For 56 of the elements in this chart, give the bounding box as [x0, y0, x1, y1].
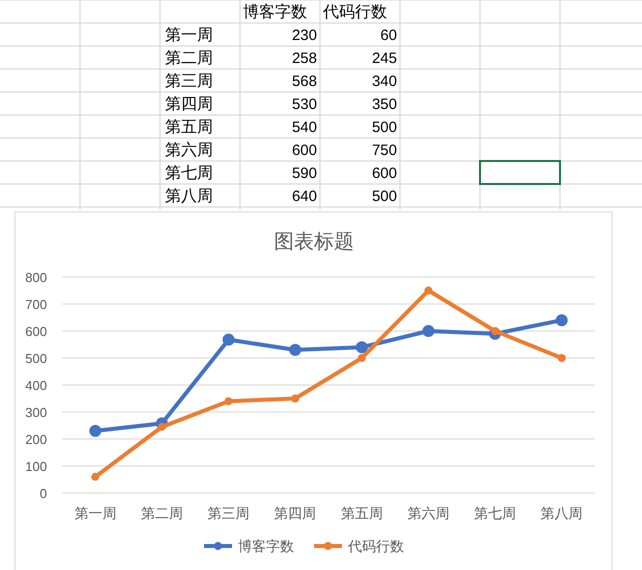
data-label: 500 — [372, 119, 397, 136]
y-tick-label: 第七周 — [165, 164, 213, 182]
y-tick-label: 200 — [25, 432, 47, 447]
data-label: 590 — [292, 165, 317, 182]
y-tick-label: 400 — [25, 378, 47, 393]
y-tick-label: 第一周 — [165, 27, 213, 44]
data-label: 258 — [292, 50, 317, 67]
y-tick-label: 600 — [25, 324, 47, 339]
point — [89, 424, 102, 437]
data-label: 350 — [372, 96, 397, 113]
data-label: 750 — [372, 142, 397, 159]
y-tick-label: 300 — [25, 405, 47, 420]
x-tick-label: 第二周 — [140, 505, 183, 521]
data-label: 600 — [292, 142, 317, 159]
point — [291, 394, 300, 402]
data-label: 500 — [372, 188, 397, 205]
x-tick-label: 第一周 — [74, 505, 116, 521]
chart-title: 图表标题 — [274, 231, 354, 253]
data-label: 540 — [292, 119, 317, 136]
y-tick-label: 700 — [25, 297, 47, 312]
y-tick-label: 800 — [25, 270, 47, 285]
data-label: 568 — [292, 73, 317, 90]
data-label: 245 — [372, 50, 397, 67]
x-tick-label: 第四周 — [274, 505, 316, 521]
data-label: 530 — [292, 96, 317, 113]
x-tick-label: 第七周 — [474, 505, 516, 521]
point — [556, 314, 568, 326]
y-tick-label: 100 — [25, 459, 47, 474]
point — [91, 472, 100, 481]
point — [358, 354, 366, 362]
y-tick-label: 第三周 — [165, 73, 213, 90]
y-tick-label: 第二周 — [165, 50, 213, 67]
point — [424, 286, 432, 294]
y-tick-label: 0 — [40, 486, 47, 501]
y-tick-label: 第四周 — [165, 96, 213, 113]
data-label: 640 — [292, 188, 317, 205]
y-tick-label: 第六周 — [165, 141, 213, 159]
x-tick-label: 第三周 — [208, 505, 250, 521]
x-tick-label: 第八周 — [540, 505, 583, 521]
legend-label: 代码行数 — [347, 538, 404, 554]
data-label: 600 — [372, 165, 397, 182]
point — [224, 397, 233, 406]
y-tick-label: 第五周 — [165, 119, 213, 136]
point — [422, 325, 434, 337]
data-label: 230 — [292, 27, 317, 44]
point — [289, 344, 302, 356]
data-label: 340 — [372, 73, 397, 90]
point — [356, 341, 368, 354]
x-tick-label: 第六周 — [407, 505, 450, 521]
data-label: 60 — [380, 27, 397, 44]
x-tick-label: 第五周 — [340, 505, 383, 521]
point — [558, 354, 566, 362]
y-tick-label: 第八周 — [165, 188, 213, 205]
point — [222, 334, 235, 346]
legend-label: 博客字数 — [238, 538, 294, 554]
y-tick-label: 500 — [25, 351, 47, 366]
